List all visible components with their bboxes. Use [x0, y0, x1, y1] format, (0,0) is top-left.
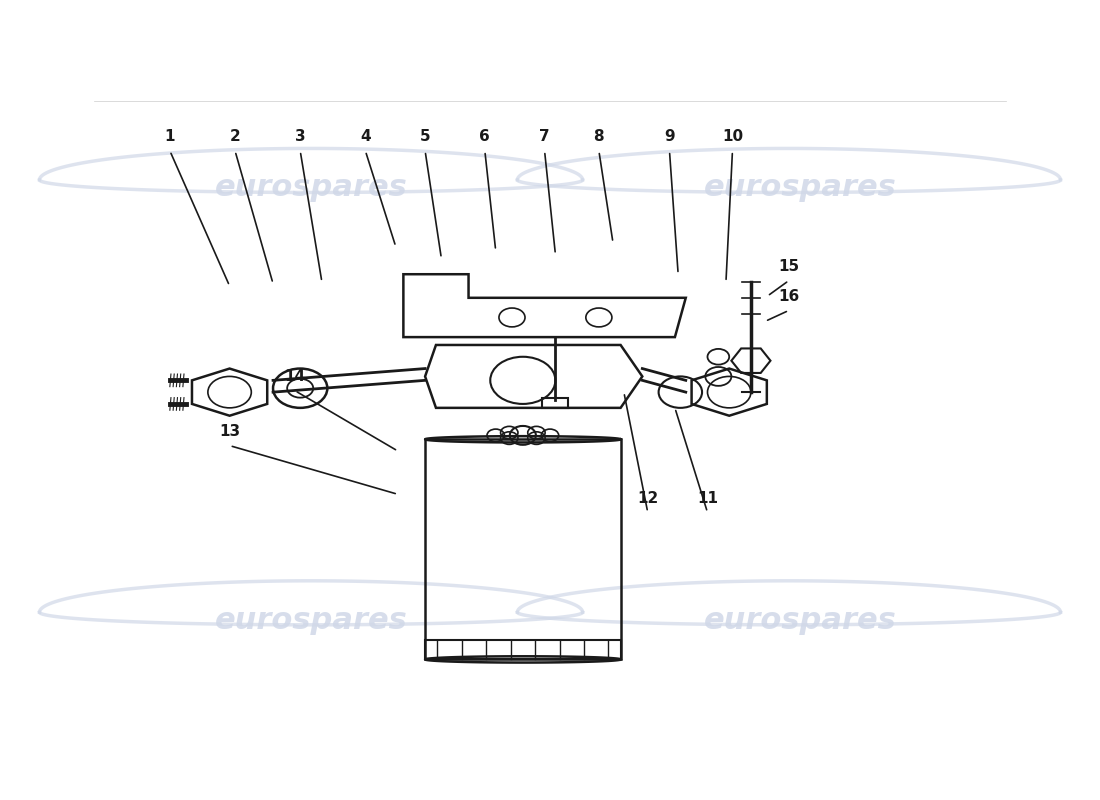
Text: eurospares: eurospares — [703, 174, 896, 202]
Text: 10: 10 — [722, 129, 742, 144]
Text: eurospares: eurospares — [214, 606, 407, 634]
Text: 4: 4 — [360, 129, 371, 144]
Text: eurospares: eurospares — [703, 606, 896, 634]
Text: 1: 1 — [165, 129, 175, 144]
Text: 2: 2 — [230, 129, 241, 144]
Text: 9: 9 — [664, 129, 674, 144]
Text: 5: 5 — [420, 129, 430, 144]
Bar — [542, 398, 569, 408]
Text: 15: 15 — [779, 259, 800, 274]
Text: 16: 16 — [779, 289, 800, 304]
Text: 11: 11 — [697, 490, 718, 506]
Bar — [425, 640, 620, 659]
Text: 14: 14 — [284, 369, 306, 384]
Text: 6: 6 — [480, 129, 491, 144]
Text: 13: 13 — [219, 424, 240, 439]
Text: 3: 3 — [295, 129, 306, 144]
Text: 7: 7 — [539, 129, 550, 144]
Bar — [425, 439, 620, 659]
Text: 8: 8 — [594, 129, 604, 144]
Text: 12: 12 — [637, 490, 659, 506]
Text: eurospares: eurospares — [214, 174, 407, 202]
